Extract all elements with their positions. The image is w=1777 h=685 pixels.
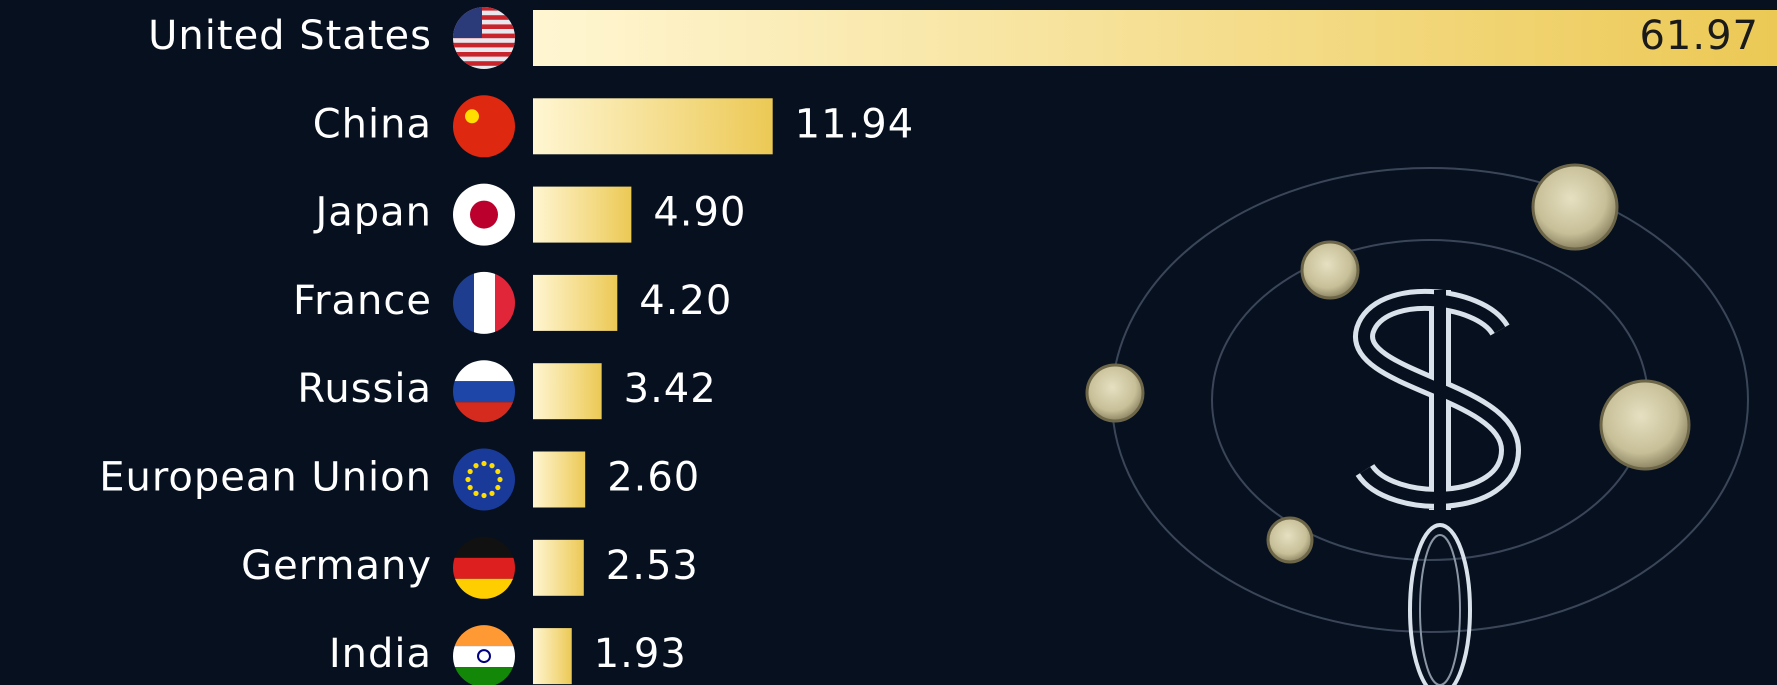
value-label: 4.90 <box>653 190 746 236</box>
flag-part <box>495 484 501 491</box>
category-label: Germany <box>241 543 432 589</box>
illustration <box>1085 163 1749 685</box>
bar <box>533 628 572 685</box>
flag <box>453 625 515 685</box>
coin <box>1300 240 1360 300</box>
category-label: Russia <box>297 366 432 412</box>
flag-part <box>453 578 515 599</box>
bar <box>533 539 584 596</box>
value-label: 4.20 <box>639 278 732 324</box>
value-label: 1.93 <box>594 631 687 677</box>
flag-part <box>465 476 471 483</box>
flag-part <box>467 484 473 491</box>
coin <box>1599 379 1691 471</box>
flag-part <box>453 52 515 57</box>
flag <box>453 95 515 158</box>
category-label: United States <box>148 13 432 59</box>
flag-part <box>495 468 501 475</box>
category-label: India <box>329 631 432 677</box>
flag-part <box>453 24 515 29</box>
flag-part <box>453 33 515 39</box>
flag <box>453 7 515 69</box>
bar <box>533 451 586 508</box>
flag-part <box>474 271 495 334</box>
flag-part <box>453 271 474 334</box>
flag-part <box>453 7 515 11</box>
bar <box>533 98 773 155</box>
bar <box>533 363 602 420</box>
flag-part <box>477 649 491 664</box>
value-label: 2.53 <box>606 543 699 589</box>
flag <box>453 536 515 599</box>
flag-part <box>453 646 515 668</box>
flag-part <box>453 536 515 558</box>
dollar-icon-inner <box>1358 290 1517 510</box>
coin <box>1085 363 1145 423</box>
flag <box>453 271 515 334</box>
flag-part <box>489 463 495 469</box>
bar <box>533 274 618 331</box>
flag-part <box>453 61 515 66</box>
value-label: 2.60 <box>607 455 700 501</box>
flag-part <box>465 109 479 124</box>
flag-part <box>453 667 515 685</box>
flag-part <box>481 492 487 499</box>
flag-part <box>453 42 515 48</box>
flag <box>453 360 515 423</box>
flag-part <box>481 460 487 467</box>
flag-part <box>495 271 515 334</box>
category-label: China <box>313 101 432 147</box>
flag-part <box>453 95 515 158</box>
flag <box>453 183 515 246</box>
value-label: 11.94 <box>795 101 915 147</box>
flag-part <box>473 463 479 469</box>
category-label: France <box>293 278 432 324</box>
coin <box>1531 163 1619 251</box>
bar <box>533 186 632 243</box>
value-label: 3.42 <box>624 366 717 412</box>
flag-part <box>453 15 515 20</box>
value-label: 61.97 <box>1639 13 1759 59</box>
flag-part <box>489 490 495 496</box>
category-label: Japan <box>312 190 432 236</box>
flag-part <box>453 557 515 579</box>
flag-part <box>453 448 515 511</box>
coin <box>1266 516 1314 564</box>
flag-part <box>453 402 515 423</box>
pin-icon-inner <box>1419 534 1461 685</box>
flag-part <box>473 490 479 496</box>
flag-part <box>453 625 515 647</box>
flag-part <box>470 200 498 229</box>
bar <box>533 10 1777 66</box>
flag-part <box>497 476 503 483</box>
flag <box>453 448 515 511</box>
pin-icon <box>1408 523 1472 685</box>
flag-part <box>453 360 515 382</box>
flag-part <box>453 381 515 403</box>
category-label: European Union <box>99 455 432 501</box>
flag-part <box>467 468 473 475</box>
